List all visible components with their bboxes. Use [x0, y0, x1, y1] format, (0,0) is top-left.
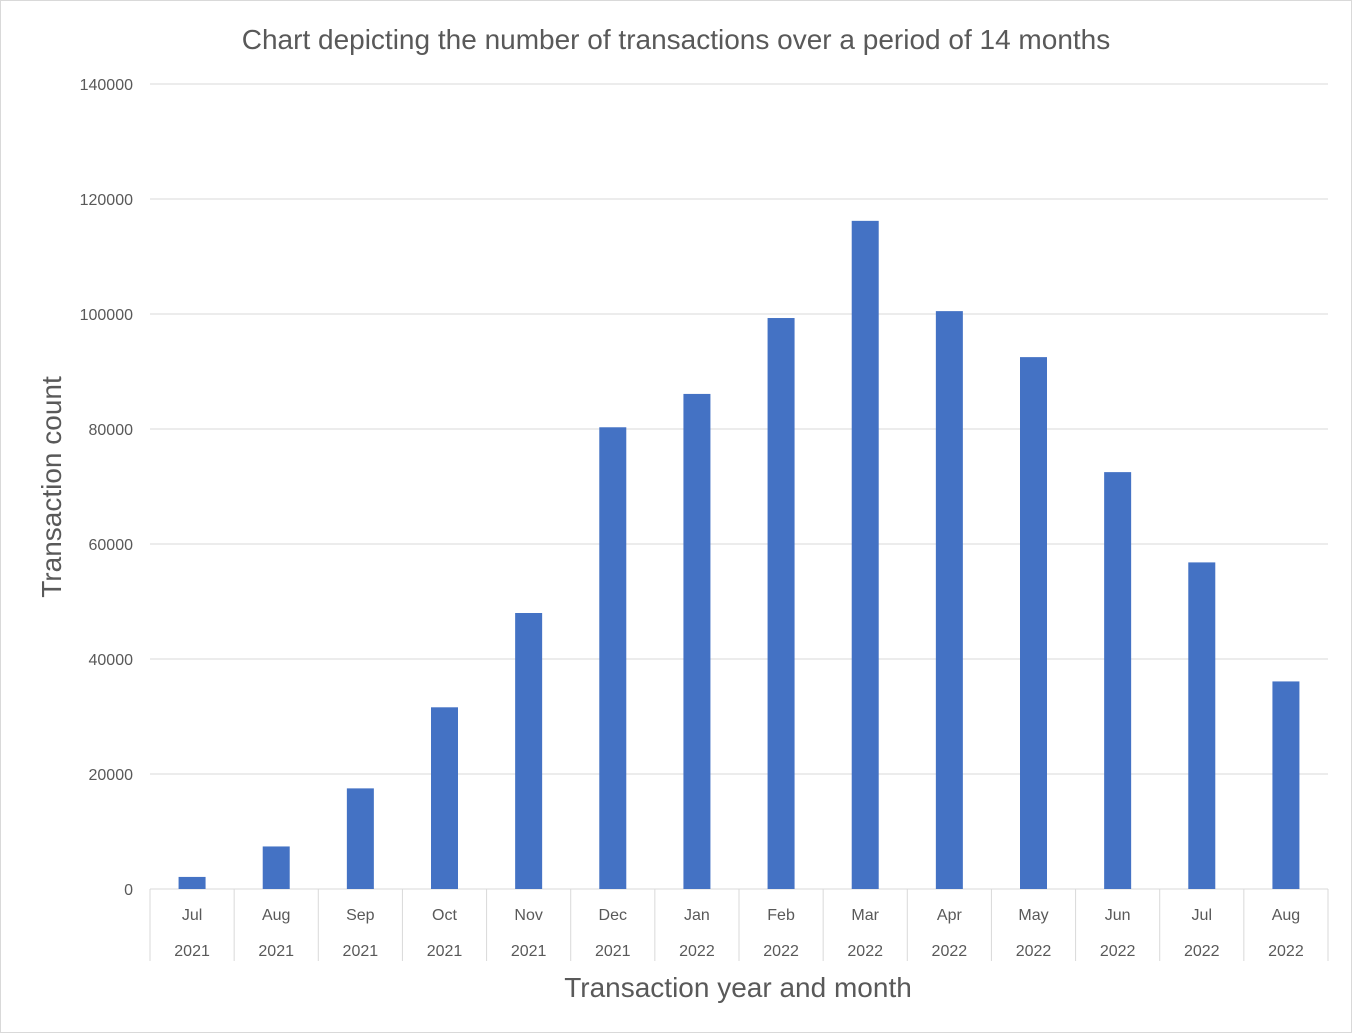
y-tick-label: 120000 — [80, 192, 133, 209]
bar-oct-2021 — [431, 707, 458, 889]
x-tick-month: May — [1018, 907, 1048, 924]
x-tick-month: Dec — [599, 907, 627, 924]
x-tick-year: 2022 — [1184, 943, 1220, 960]
x-tick-year: 2022 — [679, 943, 715, 960]
x-tick-year: 2022 — [1100, 943, 1136, 960]
x-tick-year: 2021 — [174, 943, 210, 960]
bar-jun-2022 — [1104, 472, 1132, 889]
x-tick-year: 2022 — [847, 943, 883, 960]
bar-apr-2022 — [935, 311, 963, 889]
bar-aug-2022 — [1272, 681, 1300, 889]
x-tick-month: Aug — [1272, 907, 1300, 924]
y-axis-ticks: 0 20000 40000 60000 80000 100000 120000 140000 — [80, 77, 133, 899]
y-tick-label: 140000 — [80, 77, 133, 94]
x-tick-month: Jan — [684, 907, 710, 924]
x-tick-year: 2022 — [1268, 943, 1304, 960]
bars — [178, 220, 1300, 890]
y-tick-label: 20000 — [89, 767, 134, 784]
x-tick-year: 2021 — [511, 943, 547, 960]
x-tick-year: 2022 — [1016, 943, 1052, 960]
x-tick-month: Aug — [262, 907, 290, 924]
x-tick-year: 2021 — [343, 943, 379, 960]
bar-sep-2021 — [346, 788, 374, 889]
x-tick-year: 2022 — [763, 943, 799, 960]
y-axis-title: Transaction count — [36, 376, 67, 598]
x-tick-month: Feb — [767, 907, 795, 924]
bar-jul-2022 — [1188, 562, 1216, 889]
bar-may-2022 — [1020, 357, 1047, 889]
y-tick-label: 60000 — [89, 537, 134, 554]
bar-jan-2022 — [683, 393, 711, 889]
x-tick-year: 2021 — [595, 943, 631, 960]
x-tick-year: 2021 — [258, 943, 294, 960]
x-axis-title: Transaction year and month — [564, 972, 912, 1003]
y-tick-label: 0 — [124, 882, 133, 899]
x-tick-month: Sep — [346, 907, 375, 924]
bar-feb-2022 — [767, 318, 795, 889]
x-tick-month: Apr — [937, 907, 963, 924]
x-tick-month: Jul — [1192, 907, 1212, 924]
x-tick-month: Oct — [432, 907, 457, 924]
bar-nov-2021 — [515, 613, 543, 889]
gridlines — [150, 83, 1328, 890]
x-tick-month: Jul — [182, 907, 202, 924]
chart-title: Chart depicting the number of transactio… — [242, 24, 1111, 55]
y-tick-label: 40000 — [89, 652, 134, 669]
bar-dec-2021 — [599, 427, 627, 889]
x-tick-month: Jun — [1105, 907, 1131, 924]
bar-jul-2021 — [178, 876, 206, 889]
x-tick-month: Mar — [851, 907, 879, 924]
bar-mar-2022 — [851, 220, 879, 890]
y-tick-label: 80000 — [89, 422, 134, 439]
y-tick-label: 100000 — [80, 307, 133, 324]
bar-aug-2021 — [262, 846, 290, 889]
x-axis: Jul 2021 Aug 2021 Sep 2021 Oct 2021 Nov 2021 Dec 20… — [149, 889, 1329, 961]
x-tick-month: Nov — [514, 907, 542, 924]
x-tick-year: 2021 — [427, 943, 463, 960]
x-tick-year: 2022 — [932, 943, 968, 960]
